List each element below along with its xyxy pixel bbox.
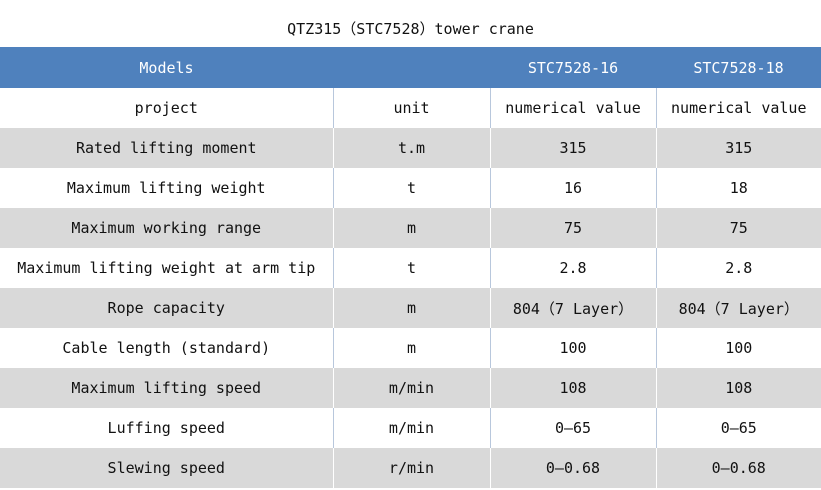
table-cell: Rope capacity bbox=[0, 288, 333, 328]
table-row: Luffing speed m/min 0—65 0—65 bbox=[0, 408, 821, 448]
table-cell: Maximum lifting speed bbox=[0, 368, 333, 408]
table-cell: numerical value bbox=[489, 88, 656, 128]
header-cell: STC7528-16 bbox=[490, 47, 656, 88]
table-cell: 315 bbox=[655, 128, 821, 168]
table-cell: 315 bbox=[489, 128, 656, 168]
table-cell: project bbox=[134, 99, 198, 117]
table-cell: Maximum lifting weight at arm tip bbox=[17, 259, 316, 277]
table-cell: 804（7 Layer） bbox=[655, 288, 821, 328]
table-cell: numerical value bbox=[655, 88, 821, 128]
table-row: Slewing speed r/min 0—0.68 0—0.68 bbox=[0, 448, 821, 488]
table-row: Maximum working range m 75 75 bbox=[0, 208, 821, 248]
table-cell: t bbox=[332, 168, 490, 208]
header-cell: Models bbox=[0, 47, 333, 88]
table-cell: Slewing speed bbox=[0, 448, 333, 488]
table-cell: m/min bbox=[332, 368, 490, 408]
table-cell: m bbox=[332, 208, 490, 248]
table-row: Rope capacity m 804（7 Layer） 804（7 Layer） bbox=[0, 288, 821, 328]
table-cell: 0—65 bbox=[489, 408, 656, 448]
spec-table: Models STC7528-16 STC7528-18 project unit… bbox=[0, 47, 821, 488]
table-cell: 75 bbox=[489, 208, 656, 248]
table-cell: m/min bbox=[332, 408, 490, 448]
table-title: QTZ315（STC7528）tower crane bbox=[287, 20, 534, 38]
table-row: Maximum lifting speed m/min 108 108 bbox=[0, 368, 821, 408]
table-cell: Maximum working range bbox=[0, 208, 333, 248]
table-cell: unit bbox=[332, 88, 490, 128]
table-cell: r/min bbox=[332, 448, 490, 488]
table-cell: Maximum lifting weight bbox=[66, 179, 266, 197]
header-row: Models STC7528-16 STC7528-18 bbox=[0, 47, 821, 88]
table-cell: t.m bbox=[332, 128, 490, 168]
table-cell: 18 bbox=[655, 168, 821, 208]
table-cell: 108 bbox=[489, 368, 656, 408]
table-cell: 108 bbox=[655, 368, 821, 408]
table-cell: 75 bbox=[655, 208, 821, 248]
table-cell: 0—0.68 bbox=[655, 448, 821, 488]
table-row: Maximum lifting weight t 16 18 bbox=[0, 168, 821, 208]
table-row: Rated lifting moment t.m 315 315 bbox=[0, 128, 821, 168]
table-cell: m bbox=[332, 288, 490, 328]
table-cell: 100 bbox=[489, 328, 656, 368]
table-cell: Luffing speed bbox=[107, 419, 225, 437]
table-cell: 2.8 bbox=[489, 248, 656, 288]
header-cell bbox=[333, 47, 490, 88]
table-cell: Rated lifting moment bbox=[0, 128, 333, 168]
table-cell: Cable length (standard) bbox=[62, 339, 271, 357]
table-cell: 0—0.68 bbox=[489, 448, 656, 488]
table-row: Maximum lifting weight at arm tip t 2.8 2.8 bbox=[0, 248, 821, 288]
table-cell: m bbox=[332, 328, 490, 368]
table-row: Cable length (standard) m 100 100 bbox=[0, 328, 821, 368]
header-cell: STC7528-18 bbox=[656, 47, 821, 88]
table-cell: t bbox=[332, 248, 490, 288]
table-cell: 2.8 bbox=[655, 248, 821, 288]
table-row: project unit numerical value numerical valu… bbox=[0, 88, 821, 128]
table-cell: 804（7 Layer） bbox=[489, 288, 656, 328]
table-cell: 100 bbox=[655, 328, 821, 368]
table-cell: 16 bbox=[489, 168, 656, 208]
table-cell: 0—65 bbox=[655, 408, 821, 448]
